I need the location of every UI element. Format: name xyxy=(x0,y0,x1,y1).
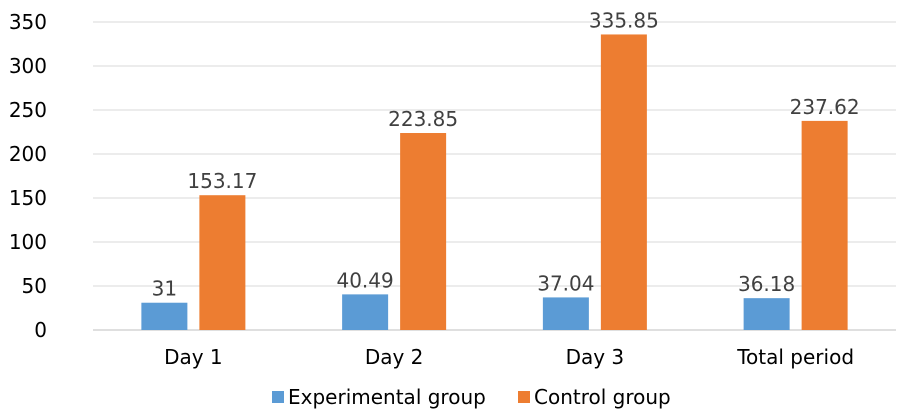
bar-experimental-3 xyxy=(542,297,589,330)
data-label: 153.17 xyxy=(187,169,257,193)
y-tick-label: 150 xyxy=(9,186,47,210)
y-tick-label: 200 xyxy=(9,142,47,166)
data-label: 31 xyxy=(152,277,177,301)
bars xyxy=(141,34,848,331)
bar-control-2 xyxy=(400,133,447,330)
y-tick-label: 250 xyxy=(9,98,47,122)
bar-experimental-1 xyxy=(141,302,188,330)
data-labels: 31 153.17 40.49 223.85 37.04 335.85 36.18 237.6… xyxy=(152,8,860,300)
y-tick-label: 100 xyxy=(9,230,47,254)
x-category-label: Day 2 xyxy=(365,345,424,369)
bar-experimental-4 xyxy=(743,298,790,330)
legend-swatch xyxy=(272,391,284,403)
x-category-label: Day 1 xyxy=(164,345,223,369)
bar-experimental-2 xyxy=(342,294,389,330)
data-label: 335.85 xyxy=(589,8,659,32)
y-axis-ticks: 0 50 100 150 200 250 300 350 xyxy=(9,10,47,342)
x-category-label: Total period xyxy=(736,345,854,369)
x-category-label: Day 3 xyxy=(566,345,625,369)
bar-control-1 xyxy=(199,195,246,330)
bar-control-3 xyxy=(600,34,647,331)
bar-control-4 xyxy=(801,120,848,330)
data-label: 40.49 xyxy=(336,268,393,292)
y-tick-label: 300 xyxy=(9,54,47,78)
legend-label: Control group xyxy=(534,385,671,409)
y-tick-label: 0 xyxy=(34,318,47,342)
data-label: 223.85 xyxy=(388,107,458,131)
legend-swatch xyxy=(518,391,530,403)
data-label: 237.62 xyxy=(790,95,860,119)
data-label: 37.04 xyxy=(537,271,594,295)
x-axis-categories: Day 1 Day 2 Day 3 Total period xyxy=(164,345,854,369)
y-tick-label: 350 xyxy=(9,10,47,34)
y-tick-label: 50 xyxy=(22,274,47,298)
data-label: 36.18 xyxy=(738,272,795,296)
legend: Experimental group Control group xyxy=(272,385,671,409)
legend-label: Experimental group xyxy=(288,385,486,409)
